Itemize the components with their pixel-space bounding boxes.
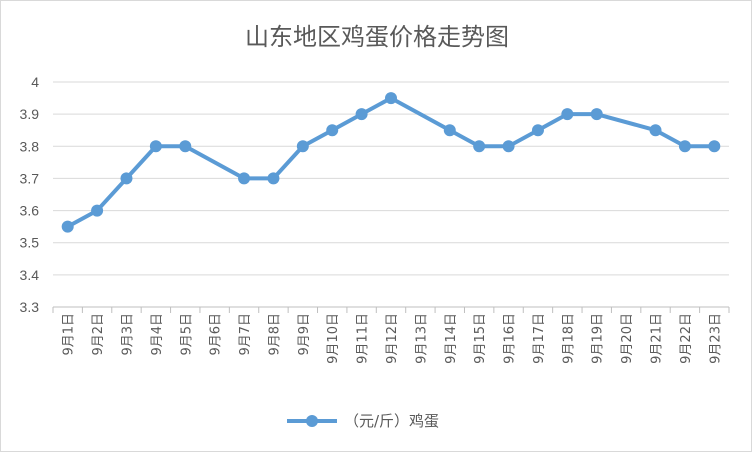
x-tick-label: 9月12日 [385,313,400,364]
data-point [678,140,691,153]
x-tick-label: 9月14日 [444,313,459,364]
data-point [649,124,662,137]
x-tick-label: 9月3日 [120,313,135,356]
gridlines [53,81,729,276]
data-point [502,140,515,153]
y-tick-label: 3.6 [20,203,40,219]
x-tick-label: 9月1日 [62,313,77,356]
x-axis: 9月1日 9月2日 9月3日 9月4日 9月5日 9月6日 9月7日 9月8日 9月9日 9月10… [52,306,730,364]
data-point [61,220,74,233]
data-point [296,140,309,153]
x-tick-label: 9月5日 [179,313,194,356]
x-tick-label: 9月9日 [297,313,312,356]
x-tick-label: 9月18日 [561,313,576,364]
data-point [443,124,456,137]
x-tick-label: 9月21日 [650,313,665,364]
x-tick-label: 9月2日 [91,313,106,356]
data-point [120,172,133,185]
data-point [590,108,603,121]
x-tick-label: 9月23日 [708,313,723,364]
y-tick-label: 3.8 [20,138,40,154]
data-point [561,108,574,121]
data-point [267,172,280,185]
y-axis-ticks: 3.3 3.4 3.5 3.6 3.7 3.8 3.9 4 [20,74,40,315]
data-point [326,124,339,137]
data-point [473,140,486,153]
legend-marker [306,415,318,427]
data-point [179,140,192,153]
x-tick-label: 9月19日 [591,313,606,364]
data-point [708,140,721,153]
x-tick-label: 9月8日 [267,313,282,356]
y-tick-label: 4 [31,74,39,90]
x-tick-label: 9月20日 [620,313,635,364]
x-tick-label: 9月7日 [238,313,253,356]
y-tick-label: 3.5 [20,235,40,251]
x-tick-label: 9月6日 [209,313,224,356]
x-tick-label: 9月10日 [326,313,341,364]
x-tick-label: 9月11日 [356,313,371,364]
x-tick-label: 9月22日 [679,313,694,364]
x-tick-label: 9月13日 [414,313,429,364]
x-tick-label: 9月16日 [503,313,518,364]
data-point [531,124,544,137]
series-layer [61,92,721,233]
chart-title: 山东地区鸡蛋价格走势图 [245,23,509,51]
data-point [385,92,397,105]
y-tick-label: 3.9 [20,106,40,122]
y-tick-label: 3.3 [20,299,40,315]
data-point [238,172,251,185]
x-tick-label: 9月4日 [150,313,165,356]
legend-label: （元/斤）鸡蛋 [344,412,439,430]
x-tick-label: 9月15日 [473,313,488,364]
data-point [91,204,104,217]
data-point [355,108,368,121]
series-line [65,96,717,229]
x-tick-label: 9月17日 [532,313,547,364]
y-tick-label: 3.4 [20,267,40,283]
y-tick-label: 3.7 [20,170,40,186]
legend: （元/斤）鸡蛋 [287,412,439,430]
data-point [149,140,162,153]
